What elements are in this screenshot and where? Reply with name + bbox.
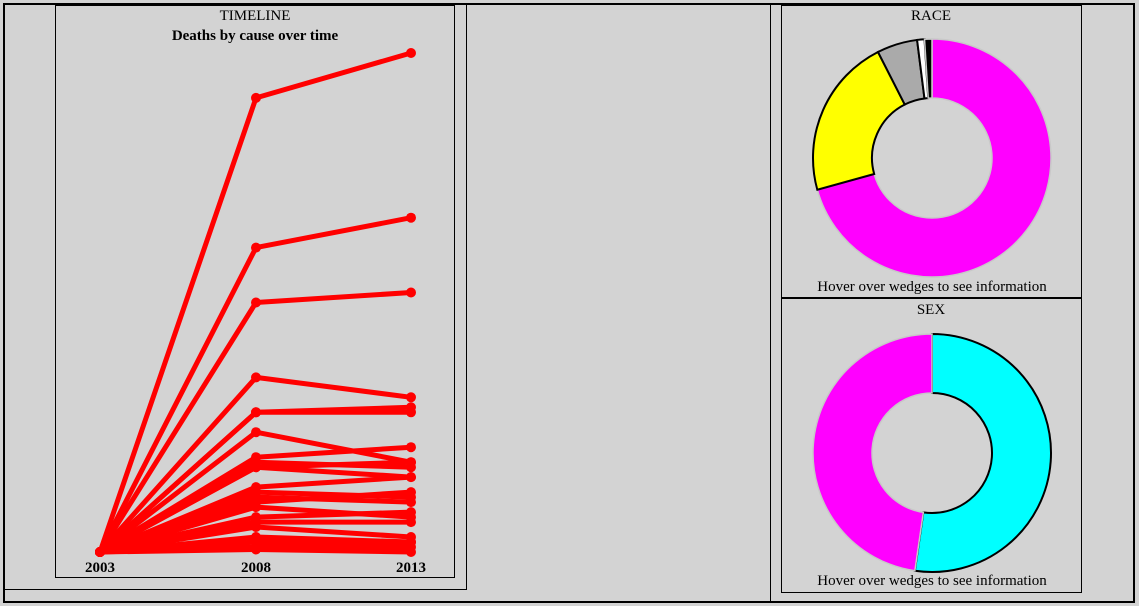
data-point[interactable] [406, 457, 416, 468]
left-panel [3, 3, 467, 590]
right-panel [770, 3, 1135, 603]
x-tick-label: 2003 [85, 560, 115, 576]
sex-hover-hint: Hover over wedges to see information [817, 573, 1047, 589]
data-point[interactable] [251, 242, 261, 253]
data-point[interactable] [406, 287, 416, 298]
data-point[interactable] [251, 372, 261, 383]
pie-wedge[interactable] [812, 333, 933, 572]
data-point[interactable] [406, 547, 416, 557]
data-point[interactable] [406, 392, 416, 403]
pie-wedge[interactable] [812, 50, 907, 191]
x-tick-label: 2013 [396, 560, 426, 576]
sex-donut[interactable] [812, 332, 1052, 573]
race-header: RACE [911, 8, 951, 24]
data-point[interactable] [406, 517, 416, 528]
data-point[interactable] [406, 48, 416, 58]
timeline-x-axis: 2003 2008 2013 [85, 560, 426, 576]
timeline-subtitle: Deaths by cause over time [172, 28, 339, 44]
data-point[interactable] [251, 462, 261, 473]
sex-panel [781, 298, 1082, 593]
race-donut[interactable] [812, 38, 1052, 278]
data-point[interactable] [406, 442, 416, 453]
data-point[interactable] [251, 502, 261, 513]
race-panel [781, 5, 1082, 298]
data-point[interactable] [251, 544, 261, 555]
data-point[interactable] [406, 472, 416, 483]
pie-wedge[interactable] [816, 38, 1052, 278]
data-point[interactable] [251, 522, 261, 532]
data-point[interactable] [406, 487, 416, 498]
sex-header: SEX [917, 302, 946, 318]
x-tick-label: 2008 [241, 560, 271, 576]
data-point[interactable] [251, 427, 261, 438]
data-point[interactable] [251, 297, 261, 308]
timeline-header: TIMELINE [220, 8, 291, 24]
race-hover-hint: Hover over wedges to see information [817, 279, 1047, 295]
data-point[interactable] [95, 547, 105, 557]
timeline-panel [55, 5, 455, 578]
data-point[interactable] [406, 407, 416, 418]
data-point[interactable] [406, 212, 416, 223]
data-point[interactable] [406, 497, 416, 508]
data-point[interactable] [406, 507, 416, 518]
timeline-lines [95, 48, 416, 557]
pie-wedge[interactable] [923, 38, 933, 99]
data-point[interactable] [251, 92, 261, 103]
pie-wedge[interactable] [913, 332, 1052, 573]
data-point[interactable] [251, 407, 261, 418]
